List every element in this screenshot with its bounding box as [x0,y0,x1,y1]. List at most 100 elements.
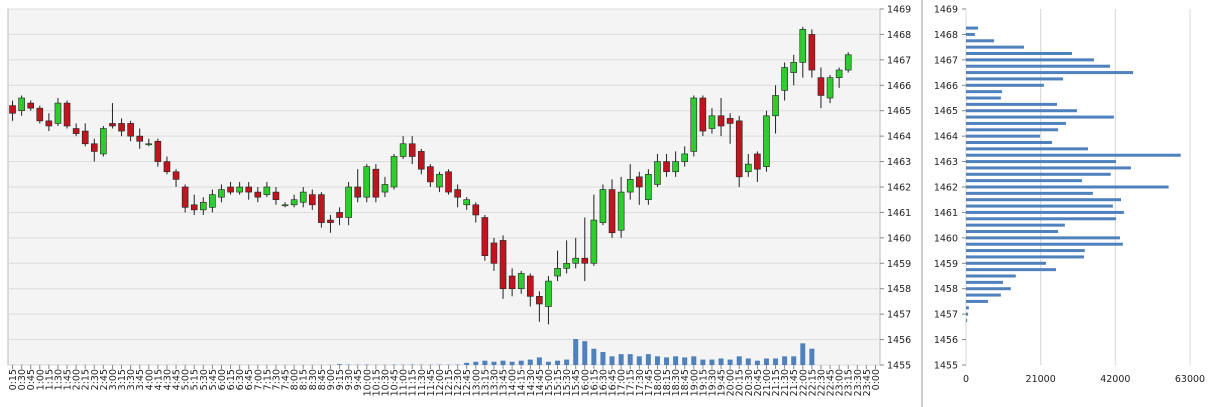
candle-body [218,189,225,198]
x-tick-label: 5:00 [181,369,192,390]
profile-bar [966,261,1046,265]
profile-bar [966,280,1003,284]
candle-body [554,268,561,277]
x-tick-label: 3:45 [135,369,146,390]
x-tick-label: 4:15 [153,369,164,390]
candle-body [617,191,625,231]
profile-bar [966,312,969,316]
x-tick-label: 14:00 [508,369,519,396]
profile-bar [966,102,1058,106]
x-tick-label: 11:15 [408,369,419,396]
x-tick-label: 19:15 [698,369,709,396]
x-tick-label: 1:30 [53,369,64,390]
x-tick-label: 13:15 [480,369,491,396]
candle-body [717,115,725,127]
profile-bar [966,153,1181,157]
candle-body [536,296,543,305]
volume-bar [482,360,488,365]
candle-body [708,115,716,129]
profile-bar [966,52,1072,55]
x-tick-label: 22:30 [816,369,827,396]
volume-bar [654,356,660,365]
candle-body [372,168,380,198]
y-tick-label: 1457 [887,310,911,321]
x-tick-label: 16:15 [589,369,600,396]
candle-body [27,102,35,109]
x-tick-label: 19:30 [707,369,718,396]
y-tick-label: 1455 [934,361,958,372]
x-tick-label: 0:15 [8,369,19,390]
candle-body [781,67,788,91]
x-tick-label: 7:00 [253,369,264,390]
candle-body [172,171,180,180]
y-tick-label: 1464 [887,132,911,143]
x-tick-label: 2:15 [81,369,92,390]
profile-bar [966,121,1066,125]
x-tick-label: 7:45 [281,369,292,390]
x-tick-label: 6:45 [244,369,255,390]
candle-body [399,143,407,157]
x-tick-label: 15:30 [562,369,573,396]
candle-body [499,240,507,290]
candle-body [427,166,434,183]
x-tick-label: 15:00 [544,369,555,396]
x-tick-label: 21:45 [789,369,800,396]
x-tick-label: 22:00 [798,369,809,396]
x-tick-label: 0:00 [871,369,882,390]
y-tick-label: 1467 [887,55,911,66]
candle-body [245,186,253,193]
candle-body [90,143,98,152]
volume-bar [636,356,642,365]
candle-body [654,161,661,185]
profile-bar [966,287,1011,291]
candle-body [681,153,689,162]
candle-body [581,257,589,264]
volume-bar [627,354,633,365]
x-tick-label: 8:45 [317,369,328,390]
x-tick-label: 12:45 [462,369,473,396]
x-tick-label: 18:00 [653,369,664,396]
x-tick-label: 4:30 [162,369,173,390]
candle-body [526,275,534,297]
profile-bar [966,147,1088,151]
profile-bar [966,306,969,310]
profile-bar [966,71,1134,75]
candle-body [436,173,443,188]
y-tick-label: 1463 [887,157,911,168]
y-tick-label: 1464 [934,132,958,143]
candle-body [772,95,779,117]
volume-bar [791,356,797,365]
volume-bar [564,359,570,365]
profile-bar [966,77,1064,81]
candle-body [100,128,107,155]
x-tick-label: 0 [963,374,969,385]
candle-body [163,161,171,173]
candle-body [72,128,80,134]
y-tick-label: 1466 [887,81,911,92]
candle-body [799,29,807,63]
x-tick-label: 23:45 [862,369,873,396]
candle-body [227,186,234,193]
x-tick-label: 21:30 [780,369,791,396]
volume-bar [700,359,706,365]
volume-bar [745,358,751,365]
x-tick-label: 3:15 [117,369,128,390]
candle-body [281,204,289,207]
x-tick-label: 18:15 [662,369,673,396]
y-tick-label: 1456 [887,335,911,346]
candle-body [18,97,25,112]
x-tick-label: 17:00 [617,369,628,396]
x-tick-label: 20:45 [753,369,764,396]
x-tick-label: 8:00 [290,369,301,390]
x-tick-label: 18:45 [680,369,691,396]
x-tick-label: 4:00 [144,369,155,390]
candle-body [299,191,307,203]
candle-body [327,219,334,223]
x-tick-label: 63000 [1175,374,1205,385]
volume-bar [473,361,479,365]
candle-body [472,204,480,216]
x-tick-label: 5:15 [190,369,201,390]
candle-body [109,123,116,127]
candle-body [508,275,516,290]
candle-body [635,176,643,188]
